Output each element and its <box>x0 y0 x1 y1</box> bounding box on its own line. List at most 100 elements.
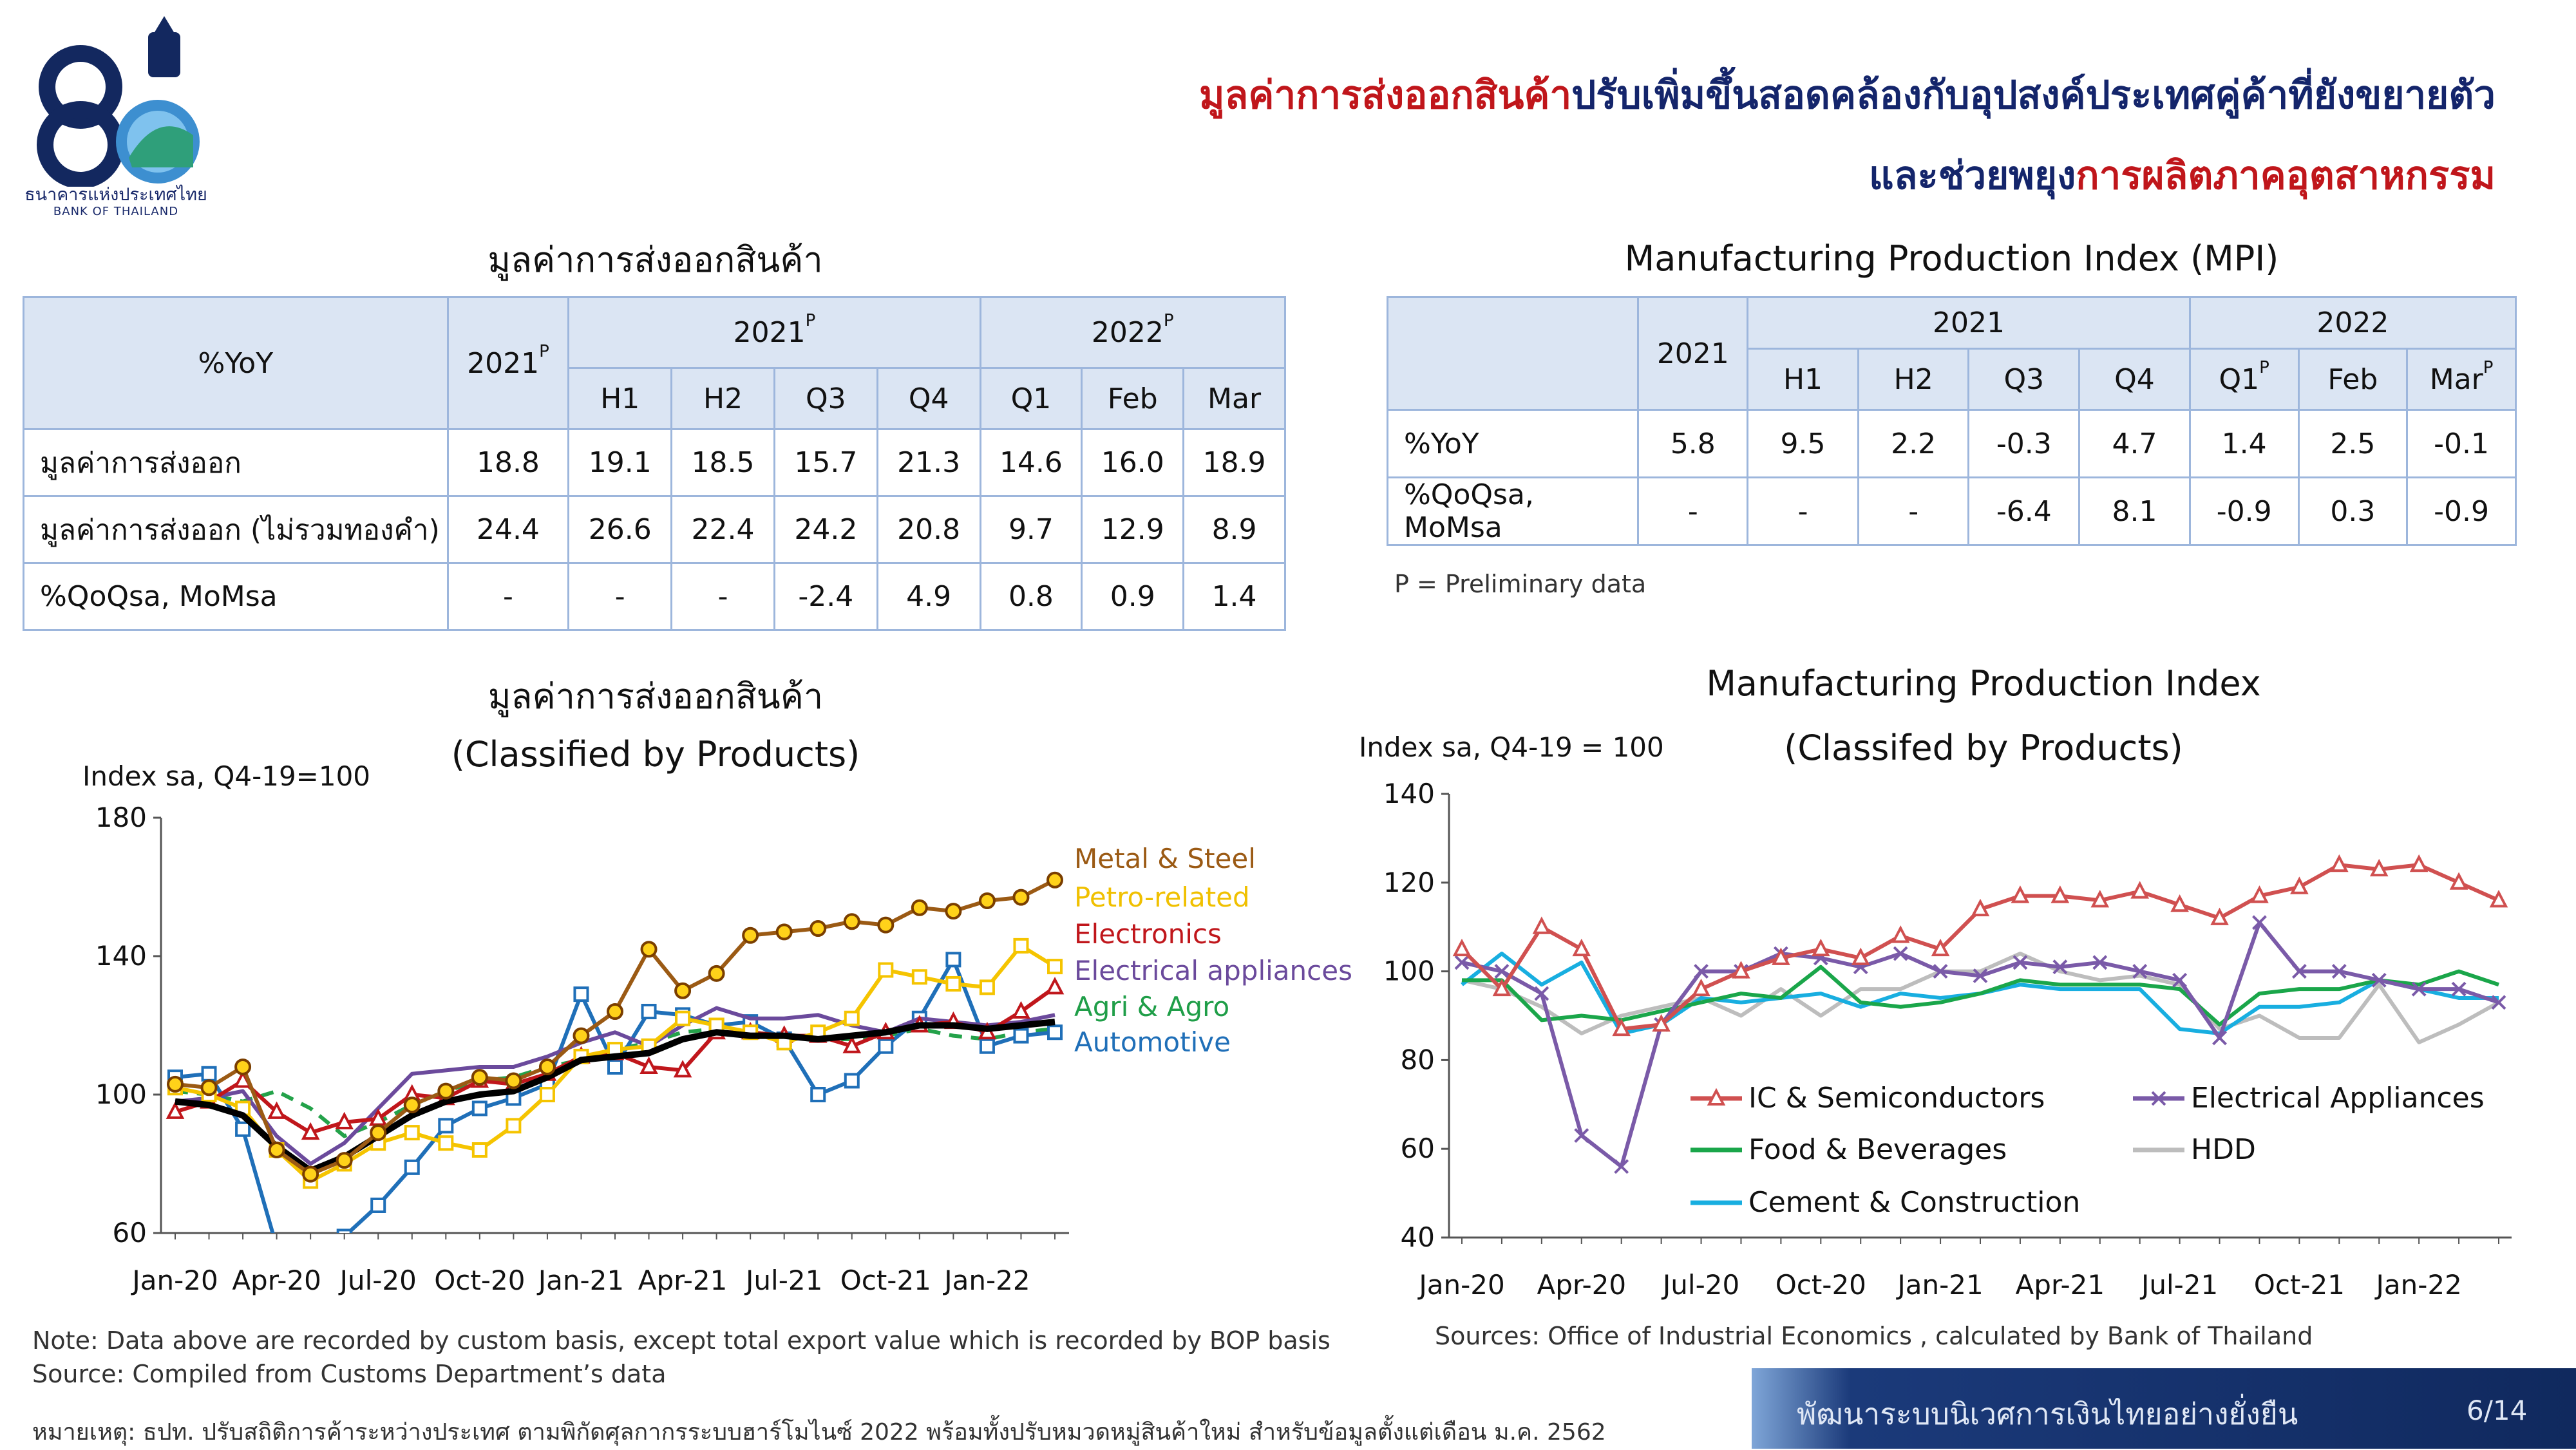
right-source-note: Sources: Office of Industrial Economics … <box>1435 1322 2313 1350</box>
export-cell: - <box>567 562 673 631</box>
data-point <box>1694 964 1709 979</box>
plot-area: 60 100 140 180 Jan-20 Apr-20 Jul-20 Oct-20 Jan-2… <box>95 802 1069 1296</box>
export-table-title: มูลค่าการส่งออกสินค้า <box>488 240 823 280</box>
data-point <box>1492 978 1511 997</box>
data-point <box>471 1069 488 1086</box>
mpi-row: %YoY 5.8 9.5 2.2 -0.3 4.7 1.4 2.5 -0.1 <box>1386 409 2517 478</box>
x-tick-label: Jul-20 <box>1661 1269 1739 1301</box>
data-point <box>403 1097 421 1114</box>
data-point <box>843 913 860 930</box>
legend-entry: Automotive <box>1074 1026 1231 1058</box>
legend-marker <box>1707 1088 1726 1106</box>
y-tick-label: 80 <box>1401 1044 1435 1075</box>
series-line <box>1461 920 2499 1169</box>
data-point <box>404 1159 420 1175</box>
data-point <box>708 965 725 982</box>
series-group <box>1452 854 2508 1174</box>
headline-red-1: มูลค่าการส่งออกสินค้า <box>1198 73 1572 118</box>
export-cell: 14.6 <box>979 428 1083 497</box>
bot-80-logo <box>19 13 225 225</box>
data-point <box>844 1073 860 1089</box>
x-tick-label: Apr-21 <box>2016 1269 2105 1301</box>
logo-text-th: ธนาคารแห่งประเทศไทย <box>24 185 207 205</box>
data-point <box>2212 1030 2227 1046</box>
series-line <box>1460 863 2500 1031</box>
data-point <box>2052 959 2068 975</box>
data-point <box>1532 916 1551 934</box>
headline-navy-2: และช่วยพยุง <box>1869 153 2076 198</box>
data-point <box>1612 1018 1631 1037</box>
data-point <box>945 903 962 920</box>
export-cell: 22.4 <box>670 495 775 564</box>
data-point <box>1012 889 1030 906</box>
export-subcol: H1 <box>567 367 673 430</box>
chart-subtitle: (Classifed by Products) <box>1784 728 2183 768</box>
x-tick-label: Apr-20 <box>1537 1269 1626 1301</box>
export-subcol: Mar <box>1182 367 1286 430</box>
export-group-2021: 2021P <box>567 296 981 369</box>
export-cell: 18.5 <box>670 428 775 497</box>
headline-navy-1: ปรับเพิ่มขึ้นสอดคล้องกับอุปสงค์ประเทศคู่… <box>1571 73 2496 118</box>
data-point <box>167 1075 184 1093</box>
mpi-corner-header <box>1386 296 1640 411</box>
export-cell: 24.4 <box>446 495 570 564</box>
data-point <box>2451 981 2467 997</box>
data-point <box>370 1198 386 1213</box>
export-cell: 0.8 <box>979 562 1083 631</box>
series-group <box>166 871 1065 1254</box>
data-point <box>607 1059 623 1075</box>
export-row-label: มูลค่าการส่งออก <box>23 428 449 497</box>
data-point <box>1931 938 1950 957</box>
export-cell: 16.0 <box>1081 428 1185 497</box>
x-tick-label: Jan-22 <box>942 1265 1030 1296</box>
x-tick-label: Oct-20 <box>434 1265 525 1296</box>
data-point <box>437 1082 455 1100</box>
data-point <box>2330 854 2349 872</box>
series-line <box>175 1006 1056 1166</box>
y-tick-label: 100 <box>1383 956 1435 987</box>
data-point <box>878 1038 894 1054</box>
export-row: มูลค่าการส่งออก 18.8 19.1 18.5 15.7 21.3 14.6 1… <box>23 428 1286 497</box>
mpi-cell: 4.7 <box>2078 409 2191 478</box>
mpi-subcol: MarP <box>2406 348 2517 411</box>
data-point <box>166 1101 185 1119</box>
y-tick-label: 60 <box>113 1217 147 1248</box>
data-point <box>1973 968 1988 983</box>
mpi-cell: 0.3 <box>2297 476 2409 546</box>
export-subcol: Feb <box>1081 367 1185 430</box>
y-tick-label: 100 <box>95 1078 147 1110</box>
y-tick-label: 140 <box>1383 778 1435 809</box>
mpi-subcol: H1 <box>1747 348 1859 411</box>
data-point <box>1851 947 1870 965</box>
mpi-cell: -0.9 <box>2188 476 2300 546</box>
data-point <box>911 899 928 916</box>
data-point <box>336 1152 353 1169</box>
export-cell: 19.1 <box>567 428 673 497</box>
legend-marker <box>2151 1091 2166 1106</box>
export-cell: 18.9 <box>1182 428 1286 497</box>
data-point <box>1732 961 1750 979</box>
export-cell: 8.9 <box>1182 495 1286 564</box>
data-point <box>2092 955 2108 970</box>
mpi-col-2021: 2021 <box>1637 296 1749 411</box>
data-point <box>1893 946 1908 961</box>
data-point <box>1047 1024 1063 1040</box>
data-point <box>775 923 793 941</box>
export-cell: 24.2 <box>773 495 878 564</box>
x-tick-label: Jan-21 <box>1895 1269 1983 1301</box>
data-point <box>268 1142 285 1158</box>
export-cell: 18.8 <box>446 428 570 497</box>
export-group-2022: 2022P <box>979 296 1287 369</box>
mpi-subcol: Q1P <box>2188 348 2300 411</box>
mpi-row-label: %YoY <box>1386 409 1640 478</box>
export-cell: 15.7 <box>773 428 878 497</box>
y-tick-label: 180 <box>95 802 147 833</box>
data-point <box>1652 1013 1671 1032</box>
mpi-cell: -0.1 <box>2406 409 2517 478</box>
data-point <box>1971 898 1990 917</box>
data-point <box>2449 872 2468 890</box>
data-point <box>911 969 927 985</box>
data-point <box>1045 977 1065 995</box>
data-point <box>270 1241 283 1254</box>
x-tick-label: Jul-21 <box>744 1265 822 1296</box>
